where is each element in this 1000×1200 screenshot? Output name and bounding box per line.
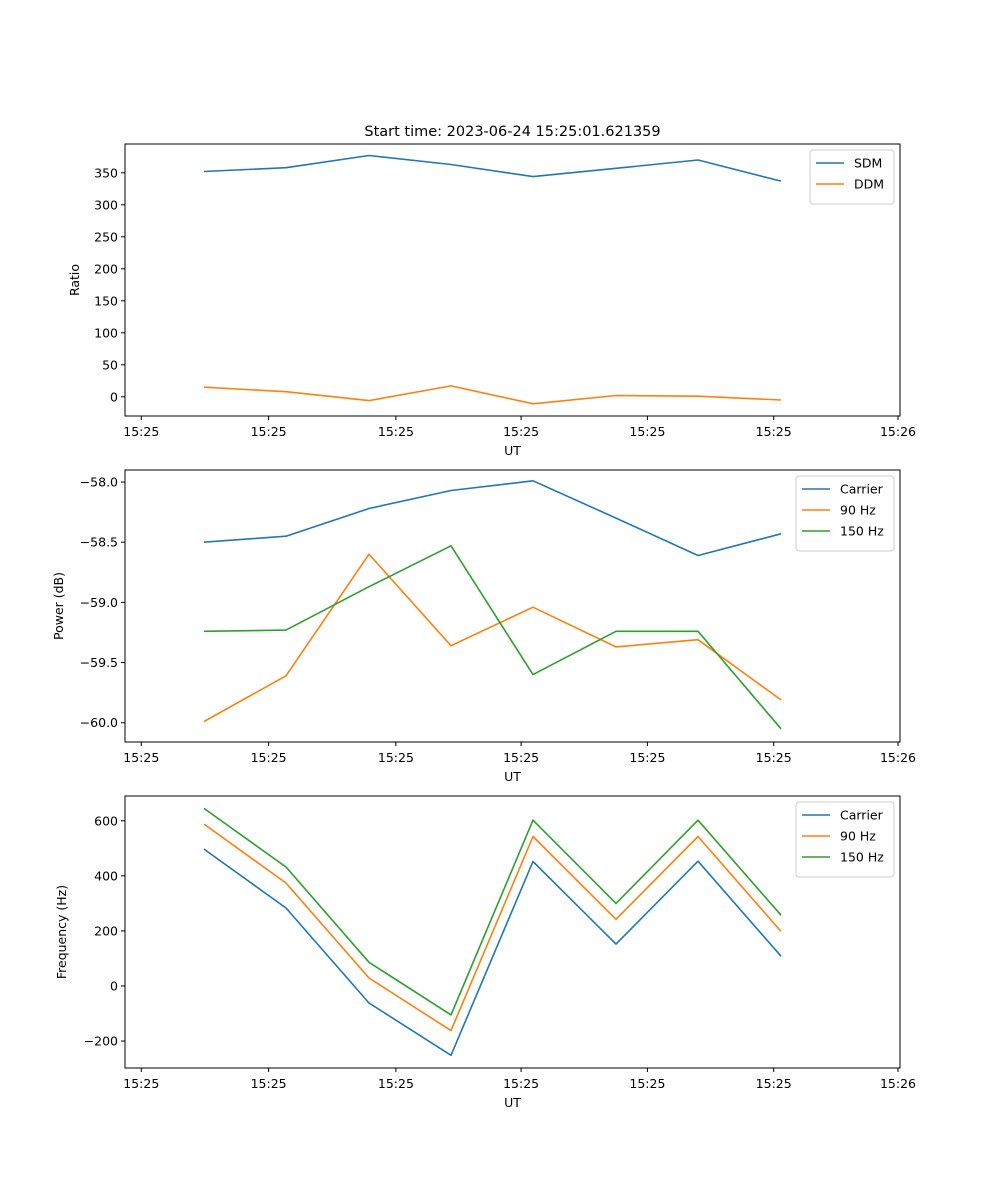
series-line-90-hz [203, 823, 782, 1032]
y-tick-label: 300 [94, 197, 118, 212]
legend-label: Carrier [840, 808, 884, 823]
series-line-carrier [203, 479, 782, 557]
chart-panel-1: 0 50 100 150 200 250 300 350 15:25 15:25 15:25 15:2… [67, 143, 916, 458]
legend: Carrier 90 Hz 150 Hz [795, 801, 895, 878]
y-tick-label: 100 [94, 325, 118, 340]
y-tick-label: 200 [94, 261, 118, 276]
x-tick-label: 15:25 [378, 750, 414, 765]
y-axis-label: Frequency (Hz) [54, 885, 69, 979]
y-axis-label: Ratio [67, 264, 82, 296]
legend-label: 90 Hz [840, 829, 876, 844]
y-tick-label: −58.5 [80, 535, 118, 550]
y-tick-label: 200 [94, 923, 118, 938]
x-tick-label: 15:25 [629, 424, 665, 439]
x-tick-label: 15:25 [251, 424, 287, 439]
series-line-150-hz [203, 544, 782, 730]
y-tick-label: −58.0 [80, 475, 118, 490]
series-line-ddm [203, 385, 782, 405]
legend: Carrier 90 Hz 150 Hz [795, 475, 895, 552]
legend-box [795, 801, 895, 878]
x-tick-label: 15:26 [880, 424, 916, 439]
series-line-90-hz [203, 553, 782, 723]
x-tick-label: 15:25 [629, 750, 665, 765]
x-tick-label: 15:25 [503, 750, 539, 765]
legend-label: 150 Hz [840, 524, 884, 539]
figure-title: Start time: 2023-06-24 15:25:01.621359 [364, 124, 660, 140]
x-axis-label: UT [504, 769, 521, 784]
x-tick-label: 15:25 [378, 424, 414, 439]
x-tick-label: 15:25 [251, 1076, 287, 1091]
y-axis-label: Power (dB) [51, 572, 66, 640]
axes-frame [124, 143, 901, 417]
legend-label: 90 Hz [840, 503, 876, 518]
x-tick-label: 15:25 [123, 424, 159, 439]
x-tick-label: 15:26 [880, 1076, 916, 1091]
y-tick-label: 600 [94, 813, 118, 828]
series-line-carrier [203, 848, 782, 1057]
legend-box [795, 475, 895, 552]
y-tick-label: 250 [94, 229, 118, 244]
y-tick-label: 350 [94, 165, 118, 180]
axes-frame [124, 795, 901, 1069]
x-tick-label: 15:25 [123, 1076, 159, 1091]
x-tick-label: 15:25 [503, 1076, 539, 1091]
x-axis-label: UT [504, 443, 521, 458]
series-line-sdm [203, 154, 782, 182]
charts: 0 50 100 150 200 250 300 350 15:25 15:25 15:25 15:2… [51, 143, 916, 1110]
y-tick-label: −59.5 [80, 655, 118, 670]
x-axis-label: UT [504, 1095, 521, 1110]
legend: SDM DDM [809, 149, 895, 205]
y-tick-label: 0 [110, 389, 118, 404]
y-tick-label: −60.0 [80, 715, 118, 730]
x-tick-label: 15:25 [756, 424, 792, 439]
axes-frame [124, 469, 901, 743]
x-tick-label: 15:25 [123, 750, 159, 765]
x-tick-label: 15:25 [629, 1076, 665, 1091]
x-tick-label: 15:25 [251, 750, 287, 765]
legend-label: SDM [854, 156, 882, 171]
x-tick-label: 15:25 [378, 1076, 414, 1091]
x-tick-label: 15:26 [880, 750, 916, 765]
chart-panel-3: −200 0 200 400 600 15:25 15:25 15:25 15:25 15:25 1… [54, 795, 916, 1110]
y-tick-label: −59.0 [80, 595, 118, 610]
y-tick-label: 400 [94, 868, 118, 883]
y-tick-label: 50 [102, 357, 118, 372]
legend-label: 150 Hz [840, 850, 884, 865]
chart-panel-2: −60.0 −59.5 −59.0 −58.5 −58.0 15:25 15:25 15:25… [51, 469, 916, 784]
x-tick-label: 15:25 [503, 424, 539, 439]
legend-label: Carrier [840, 482, 884, 497]
y-tick-label: 150 [94, 293, 118, 308]
x-tick-label: 15:25 [756, 1076, 792, 1091]
x-tick-label: 15:25 [756, 750, 792, 765]
y-tick-label: −200 [84, 1034, 118, 1049]
series-line-150-hz [203, 807, 782, 1016]
y-tick-label: 0 [110, 978, 118, 993]
legend-label: DDM [854, 177, 884, 192]
